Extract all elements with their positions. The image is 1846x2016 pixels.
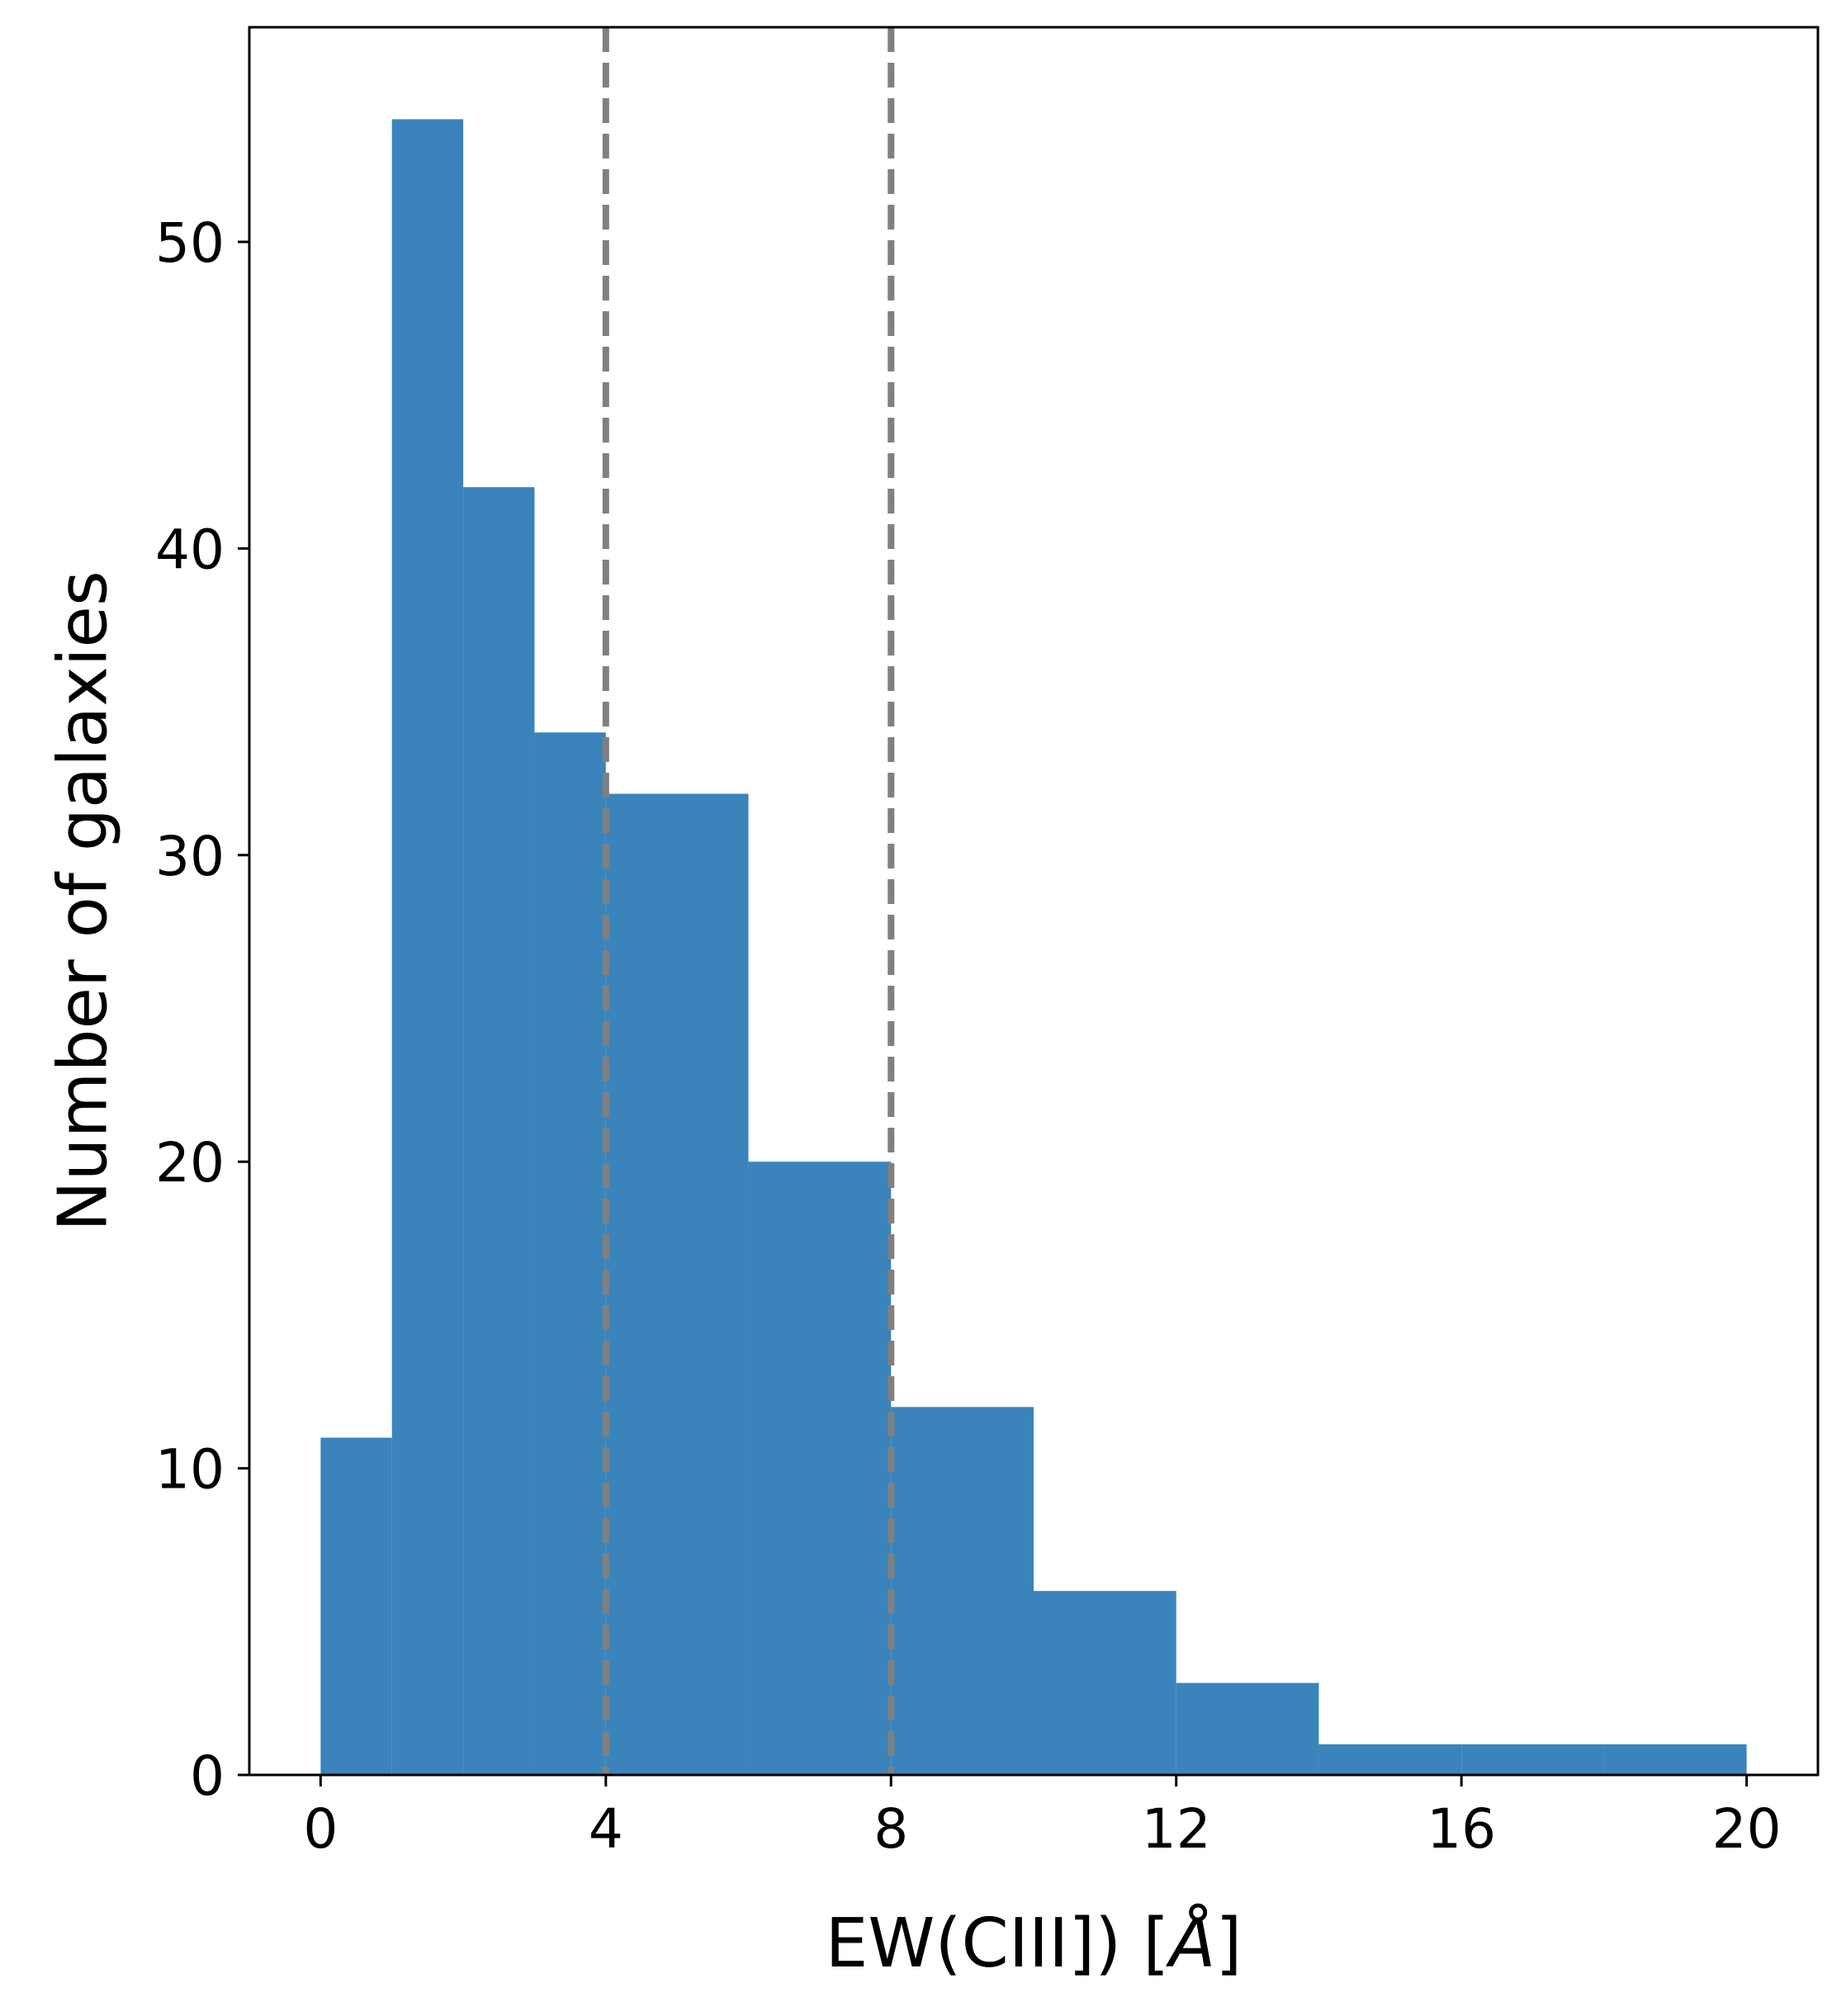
histogram-bar [1603, 1744, 1747, 1775]
x-tick-label: 4 [589, 1797, 623, 1861]
histogram-bar [534, 732, 606, 1776]
x-axis-label-unit: Å [1165, 1904, 1215, 1983]
histogram-bar [1318, 1744, 1462, 1775]
histogram-bar [748, 1162, 892, 1775]
x-axis-label-suffix: ] [1215, 1905, 1242, 1983]
y-tick-label: 0 [190, 1744, 225, 1808]
y-tick-label: 20 [155, 1131, 225, 1195]
y-axis-label: Number of galaxies [44, 570, 122, 1231]
histogram-bar [891, 1407, 1034, 1775]
x-axis-ticks: 0 4 8 12 16 20 [303, 1775, 1782, 1861]
histogram-bar [463, 487, 535, 1776]
y-tick-label: 10 [155, 1438, 225, 1502]
histogram-bar [605, 793, 749, 1775]
y-tick-label: 30 [155, 825, 225, 888]
histogram-bar [320, 1437, 392, 1775]
y-tick-label: 50 [155, 211, 225, 275]
x-tick-label: 20 [1712, 1797, 1782, 1861]
x-axis-label-prefix: EW(CIII]) [ [826, 1905, 1170, 1983]
x-tick-label: 16 [1427, 1797, 1496, 1861]
x-axis-label: EW(CIII]) [Å] [826, 1904, 1242, 1983]
y-axis-ticks: 0 10 20 30 40 50 [155, 211, 249, 1808]
y-tick-label: 40 [155, 518, 225, 581]
histogram-bar [1461, 1744, 1604, 1775]
histogram-bar [391, 119, 464, 1776]
histogram-bar [1034, 1591, 1176, 1775]
plot-frame [248, 26, 1820, 1777]
histogram-bar [1176, 1682, 1319, 1775]
x-tick-label: 8 [873, 1797, 908, 1861]
bars-layer [320, 119, 1747, 1776]
x-tick-label: 0 [303, 1797, 338, 1861]
reference-lines-layer [602, 27, 895, 1775]
x-tick-label: 12 [1142, 1797, 1211, 1861]
